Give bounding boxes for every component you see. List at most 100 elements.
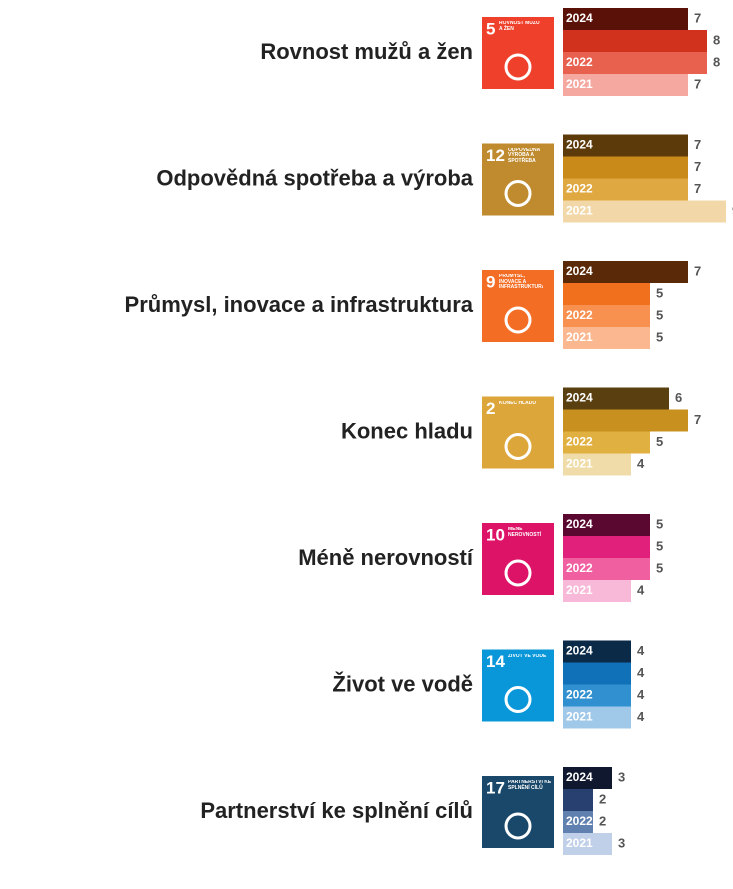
- bar: [563, 305, 650, 327]
- icon-label-box: ROVNOST MUŽŮ A ŽEN: [499, 21, 540, 31]
- value-label: 7: [694, 76, 701, 91]
- value-label: 3: [618, 835, 625, 850]
- icon-label: KONEC HLADU: [499, 400, 536, 406]
- year-label: 2022: [566, 561, 593, 575]
- bar: [563, 767, 612, 789]
- bar: [563, 453, 631, 476]
- value-label: 4: [637, 709, 645, 724]
- value-label: 7: [694, 159, 701, 174]
- value-label: 5: [656, 329, 663, 344]
- value-label: 5: [656, 285, 663, 300]
- icon-symbol: [504, 686, 532, 713]
- icon-label-box: ŽIVOT VE VODĚ: [508, 653, 547, 659]
- bar: [563, 409, 688, 432]
- value-label: 5: [656, 560, 663, 575]
- sdg-icon: [482, 649, 554, 722]
- year-label: 2021: [566, 457, 593, 471]
- value-label: 4: [637, 665, 645, 680]
- year-label: 2021: [566, 77, 593, 91]
- bar: [563, 387, 669, 410]
- icon-number: 2: [486, 399, 495, 418]
- value-label: 8: [713, 32, 720, 47]
- value-label: 7: [694, 181, 701, 196]
- icon-label: ŽIVOT VE VODĚ: [508, 653, 547, 659]
- chart-title: Průmysl, inovace a infrastruktura: [125, 292, 474, 317]
- bar: [563, 200, 726, 223]
- sdg-icon: [482, 17, 554, 89]
- year-label: 2024: [566, 11, 593, 25]
- bar: [563, 536, 650, 558]
- year-label: 2024: [566, 138, 593, 152]
- year-label: 2021: [566, 583, 593, 597]
- value-label: 5: [656, 307, 663, 322]
- icon-label-box: PARTNERSTVÍ KE SPLNĚNÍ CÍLŮ: [508, 780, 551, 790]
- icon-label-box: KONEC HLADU: [499, 400, 536, 406]
- sdg-icon: [482, 270, 554, 342]
- chart-title: Konec hladu: [341, 418, 473, 443]
- bar: [563, 261, 688, 283]
- icon-number: 14: [486, 652, 505, 671]
- icon-label-box: MÉNĚ NEROVNOSTÍ: [508, 527, 541, 537]
- year-label: 2021: [566, 836, 593, 850]
- bar: [563, 684, 631, 707]
- bar: [563, 178, 688, 201]
- bar: [563, 833, 612, 855]
- bar: [563, 8, 688, 30]
- icon-symbol: [504, 433, 532, 460]
- bar: [563, 789, 593, 811]
- chart-title: Partnerství ke splnění cílů: [200, 798, 473, 823]
- value-label: 5: [656, 516, 663, 531]
- value-label: 7: [694, 412, 701, 427]
- sdg-icon: [482, 776, 554, 848]
- bar: [563, 134, 688, 157]
- value-label: 5: [656, 538, 663, 553]
- bar: [563, 662, 631, 685]
- value-label: 2: [599, 791, 606, 806]
- year-label: 2021: [566, 710, 593, 724]
- year-label: 2024: [566, 517, 593, 531]
- icon-symbol: [504, 306, 532, 334]
- year-label: 2024: [566, 644, 593, 658]
- bar: [563, 811, 593, 833]
- bar: [563, 30, 707, 52]
- year-label: 2022: [566, 182, 593, 196]
- bar: [563, 52, 707, 74]
- sdg-icon: [482, 143, 554, 216]
- value-label: 4: [637, 456, 645, 471]
- year-label: 2022: [566, 435, 593, 449]
- value-label: 8: [713, 54, 720, 69]
- bar: [563, 431, 650, 454]
- year-label: 2022: [566, 55, 593, 69]
- icon-number: 17: [486, 778, 505, 797]
- sdg-icon: [482, 523, 554, 595]
- chart-title: Odpovědná spotřeba a výroba: [156, 165, 473, 190]
- bar: [563, 74, 688, 96]
- icon-label-box: PRŮMYSL, INOVACE A INFRASTRUKTURA: [499, 274, 543, 290]
- year-label: 2024: [566, 391, 593, 405]
- value-label: 7: [694, 263, 701, 278]
- value-label: 4: [637, 582, 645, 597]
- icon-symbol: [504, 812, 532, 840]
- bar: [563, 327, 650, 349]
- value-label: 7: [694, 137, 701, 152]
- year-label: 2021: [566, 204, 593, 218]
- bar: [563, 514, 650, 536]
- year-label: 2022: [566, 308, 593, 322]
- chart-title: Méně nerovností: [298, 545, 474, 570]
- bar: [563, 580, 631, 602]
- icon-number: 10: [486, 525, 505, 544]
- bar: [563, 156, 688, 179]
- icon-label-box: ODPOVĚDNÁ VÝROBA A SPOTŘEBA: [508, 147, 541, 164]
- bar: [563, 640, 631, 663]
- icon-symbol: [504, 559, 532, 587]
- value-label: 3: [618, 769, 625, 784]
- icon-label: PRŮMYSL, INOVACE A INFRASTRUKTURA: [499, 274, 543, 290]
- icon-symbol: [504, 53, 532, 81]
- year-label: 2024: [566, 264, 593, 278]
- icon-label: ODPOVĚDNÁ VÝROBA A SPOTŘEBA: [508, 147, 541, 164]
- value-label: 4: [637, 687, 645, 702]
- sdg-icon: [482, 396, 554, 469]
- value-label: 6: [675, 390, 682, 405]
- value-label: 4: [637, 643, 645, 658]
- icon-symbol: [504, 180, 532, 207]
